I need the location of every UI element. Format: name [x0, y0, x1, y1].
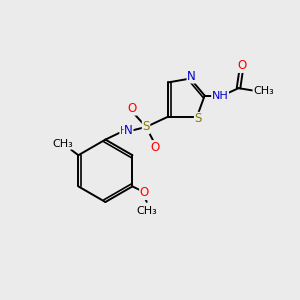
Text: CH₃: CH₃: [52, 139, 73, 149]
Text: H: H: [120, 126, 128, 136]
Text: S: S: [194, 112, 202, 125]
Text: O: O: [140, 186, 149, 200]
Text: NH: NH: [212, 91, 229, 100]
Text: S: S: [142, 121, 150, 134]
Text: O: O: [237, 59, 246, 72]
Text: O: O: [127, 102, 136, 115]
Text: O: O: [150, 141, 160, 154]
Text: N: N: [187, 70, 196, 83]
Text: CH₃: CH₃: [253, 86, 274, 96]
Text: CH₃: CH₃: [136, 206, 157, 216]
Text: N: N: [124, 124, 133, 137]
